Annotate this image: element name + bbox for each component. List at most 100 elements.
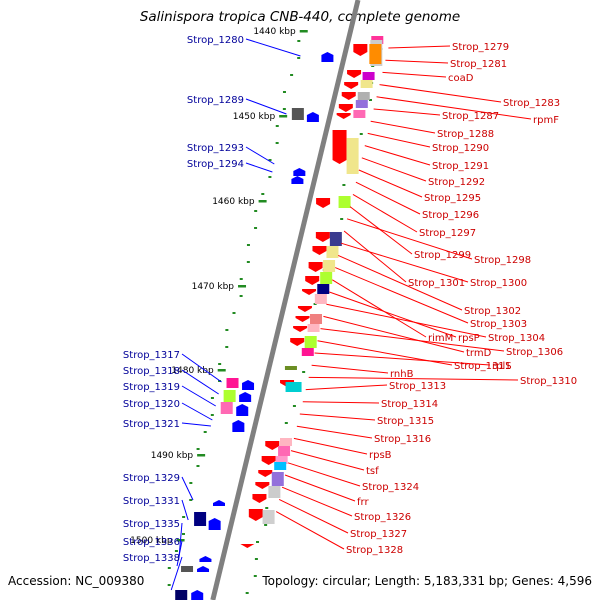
gene-label-strop_1296[interactable]: Strop_1296 (422, 210, 479, 221)
forward-gene-arrow[interactable] (302, 289, 317, 295)
gene-label-strop_1326[interactable]: Strop_1326 (354, 512, 411, 523)
gene-label-strop_1301[interactable]: Strop_1301 (408, 278, 465, 289)
gene-label-strop_1314[interactable]: Strop_1314 (381, 399, 438, 410)
forward-gene-arrow[interactable] (332, 130, 347, 164)
minor-tick (239, 278, 243, 280)
reverse-gene-arrow[interactable] (242, 380, 255, 390)
gene-label-strop_1311[interactable]: Strop_1311 (454, 361, 511, 372)
gene-label-strop_1310[interactable]: Strop_1310 (520, 376, 577, 387)
minor-tick (232, 312, 236, 314)
gene-label-strop_1338[interactable]: Strop_1338 (123, 553, 180, 564)
forward-gene-arrow[interactable] (316, 198, 331, 208)
gene-label-trmd[interactable]: trmD (466, 348, 492, 359)
forward-gene-arrow[interactable] (248, 509, 263, 521)
gene-label-strop_1321[interactable]: Strop_1321 (123, 419, 180, 430)
forward-gene-arrow[interactable] (293, 326, 308, 332)
gene-label-frr[interactable]: frr (357, 497, 369, 508)
gene-label-strop_1329[interactable]: Strop_1329 (123, 473, 180, 484)
reverse-gene-arrow[interactable] (191, 590, 204, 600)
forward-gene-arrow[interactable] (240, 544, 255, 548)
gene-label-strop_1319[interactable]: Strop_1319 (123, 382, 180, 393)
forward-gene-arrow[interactable] (265, 441, 280, 450)
forward-gene-arrow[interactable] (347, 70, 362, 78)
gene-label-strop_1327[interactable]: Strop_1327 (350, 529, 407, 540)
gene-label-strop_1331[interactable]: Strop_1331 (123, 496, 180, 507)
gene-label-rpls[interactable]: rplS (492, 361, 512, 372)
gene-label-rpsb[interactable]: rpsB (369, 450, 392, 461)
reverse-gene-arrow[interactable] (239, 392, 252, 402)
forward-gene-arrow[interactable] (305, 276, 320, 285)
reverse-gene-arrow[interactable] (236, 404, 249, 416)
forward-gene-arrow[interactable] (258, 470, 273, 477)
gene-label-strop_1293[interactable]: Strop_1293 (187, 143, 244, 154)
gene-label-strop_1298[interactable]: Strop_1298 (474, 255, 531, 266)
gene-label-rpmf[interactable]: rpmF (533, 115, 559, 126)
feature-block (284, 366, 297, 370)
forward-gene-arrow[interactable] (252, 494, 267, 503)
gene-label-rnhb[interactable]: rnhB (390, 369, 414, 380)
forward-gene-arrow[interactable] (336, 113, 351, 119)
forward-gene-arrow[interactable] (344, 82, 359, 89)
reverse-gene-arrow[interactable] (197, 566, 210, 572)
gene-label-strop_1316[interactable]: Strop_1316 (374, 434, 431, 445)
forward-gene-arrow[interactable] (308, 262, 323, 272)
forward-gene-arrow[interactable] (295, 316, 310, 322)
label-connector (311, 364, 389, 374)
gene-label-tsf[interactable]: tsf (366, 466, 379, 477)
gene-label-strop_1318[interactable]: Strop_1318 (123, 366, 180, 377)
forward-gene-arrow[interactable] (290, 338, 305, 346)
gene-label-strop_1303[interactable]: Strop_1303 (470, 319, 527, 330)
reverse-gene-arrow[interactable] (321, 52, 334, 62)
reverse-gene-arrow[interactable] (208, 518, 221, 530)
gene-label-strop_1302[interactable]: Strop_1302 (464, 306, 521, 317)
forward-gene-arrow[interactable] (255, 482, 270, 489)
gene-label-strop_1306[interactable]: Strop_1306 (506, 347, 563, 358)
reverse-gene-arrow[interactable] (291, 176, 304, 184)
forward-gene-arrow[interactable] (261, 456, 276, 465)
gene-label-coad[interactable]: coaD (448, 73, 474, 84)
gene-label-strop_1300[interactable]: Strop_1300 (470, 278, 527, 289)
gene-label-strop_1289[interactable]: Strop_1289 (187, 95, 244, 106)
forward-gene-arrow[interactable] (353, 44, 368, 56)
gene-label-strop_1288[interactable]: Strop_1288 (437, 129, 494, 140)
gene-label-strop_1313[interactable]: Strop_1313 (389, 381, 446, 392)
gene-label-strop_1279[interactable]: Strop_1279 (452, 42, 509, 53)
gene-label-strop_1297[interactable]: Strop_1297 (419, 228, 476, 239)
reverse-gene-arrow[interactable] (213, 500, 225, 506)
gene-label-strop_1280[interactable]: Strop_1280 (187, 35, 244, 46)
feature-block (223, 390, 236, 402)
gene-label-rimm[interactable]: rimM (428, 333, 453, 344)
gene-label-strop_1315[interactable]: Strop_1315 (377, 416, 434, 427)
forward-gene-arrow[interactable] (297, 306, 312, 312)
forward-gene-arrow[interactable] (312, 246, 327, 255)
gene-label-strop_1328[interactable]: Strop_1328 (346, 545, 403, 556)
gene-label-strop_1295[interactable]: Strop_1295 (424, 193, 481, 204)
gene-label-strop_1317[interactable]: Strop_1317 (123, 350, 180, 361)
reverse-gene-arrow[interactable] (293, 168, 306, 176)
label-connector (346, 218, 473, 260)
gene-label-strop_1291[interactable]: Strop_1291 (432, 161, 489, 172)
gene-label-rpsp[interactable]: rpsP (458, 333, 480, 344)
feature-block (362, 72, 375, 80)
reverse-gene-arrow[interactable] (306, 112, 319, 122)
reverse-gene-arrow[interactable] (232, 420, 245, 432)
forward-gene-arrow[interactable] (341, 92, 356, 100)
gene-label-strop_1336[interactable]: Strop_1336 (123, 537, 180, 548)
gene-label-strop_1304[interactable]: Strop_1304 (488, 333, 545, 344)
gene-label-strop_1299[interactable]: Strop_1299 (414, 250, 471, 261)
forward-gene-arrow[interactable] (315, 232, 330, 242)
gene-label-strop_1283[interactable]: Strop_1283 (503, 98, 560, 109)
gene-label-strop_1281[interactable]: Strop_1281 (450, 59, 507, 70)
label-connector (349, 206, 413, 255)
gene-label-strop_1324[interactable]: Strop_1324 (362, 482, 419, 493)
gene-label-strop_1292[interactable]: Strop_1292 (428, 177, 485, 188)
feature-block (304, 336, 317, 348)
gene-label-strop_1290[interactable]: Strop_1290 (432, 143, 489, 154)
reverse-gene-arrow[interactable] (199, 556, 212, 562)
minor-tick (196, 465, 200, 467)
gene-label-strop_1287[interactable]: Strop_1287 (442, 111, 499, 122)
gene-label-strop_1294[interactable]: Strop_1294 (187, 159, 244, 170)
gene-label-strop_1320[interactable]: Strop_1320 (123, 399, 180, 410)
forward-gene-arrow[interactable] (338, 104, 353, 112)
gene-label-strop_1335[interactable]: Strop_1335 (123, 519, 180, 530)
